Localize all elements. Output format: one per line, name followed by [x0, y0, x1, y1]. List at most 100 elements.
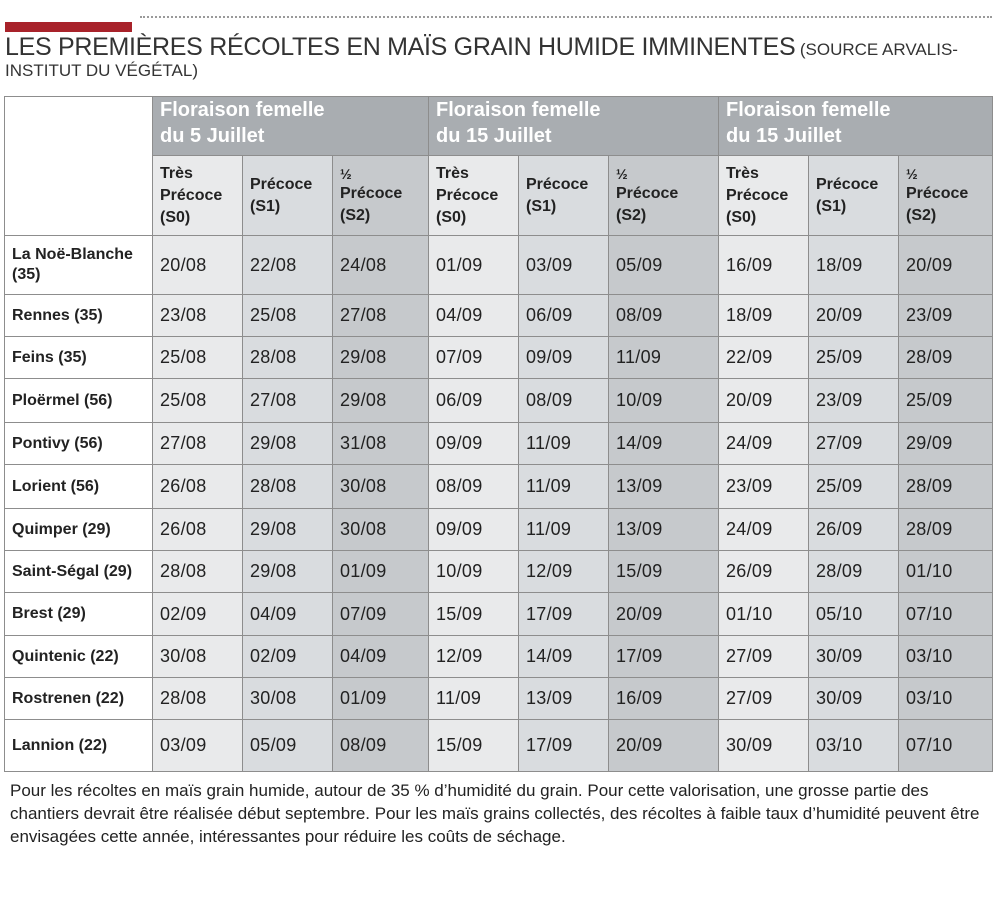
date-cell: 09/09 — [518, 336, 609, 379]
location-cell: Pontivy (56) — [4, 422, 153, 465]
date-cell: 15/09 — [608, 550, 719, 593]
table-row: Pontivy (56) 27/08 29/08 31/08 09/09 11/09 14/… — [4, 422, 993, 465]
date-cell: 11/09 — [518, 464, 609, 509]
date-cell: 11/09 — [518, 422, 609, 465]
date-cell: 23/09 — [808, 378, 899, 423]
date-cell: 06/09 — [428, 378, 519, 423]
date-cell: 03/09 — [518, 235, 609, 295]
subcolumn-label: Précoce — [906, 184, 969, 202]
date-cell: 29/08 — [242, 550, 333, 593]
table-row: Quimper (29) 26/08 29/08 30/08 09/09 11/09 13/… — [4, 508, 993, 551]
date-cell: 01/09 — [428, 235, 519, 295]
location-cell: Ploërmel (56) — [4, 378, 153, 423]
date-cell: 20/09 — [808, 294, 899, 337]
date-cell: 25/08 — [242, 294, 333, 337]
date-cell: 15/09 — [428, 719, 519, 772]
date-cell: 25/08 — [152, 378, 243, 423]
date-cell: 15/09 — [428, 592, 519, 636]
date-cell: 28/08 — [152, 550, 243, 593]
date-cell: 13/09 — [608, 464, 719, 509]
date-cell: 01/10 — [718, 592, 809, 636]
date-cell: 29/08 — [332, 378, 429, 423]
subcolumn-header: ½ Précoce (S2) — [332, 155, 429, 236]
date-cell: 08/09 — [428, 464, 519, 509]
date-cell: 28/08 — [242, 464, 333, 509]
date-cell: 01/09 — [332, 677, 429, 720]
date-cell: 07/09 — [332, 592, 429, 636]
date-cell: 13/09 — [608, 508, 719, 551]
group-header: Floraison femelle du 15 Juillet — [718, 96, 993, 156]
date-cell: 25/08 — [152, 336, 243, 379]
location-cell: Lorient (56) — [4, 464, 153, 509]
date-cell: 08/09 — [518, 378, 609, 423]
date-cell: 04/09 — [332, 635, 429, 678]
subcolumn-label: Très — [160, 164, 193, 182]
location-cell: Lannion (22) — [4, 719, 153, 772]
subcolumn-label: Précoce — [616, 184, 679, 202]
subcolumn-label: Précoce — [816, 175, 879, 193]
date-cell: 20/08 — [152, 235, 243, 295]
date-cell: 11/09 — [608, 336, 719, 379]
location-cell: La Noë-Blanche (35) — [4, 235, 153, 295]
date-cell: 27/09 — [808, 422, 899, 465]
date-cell: 01/10 — [898, 550, 993, 593]
subcolumn-label: (S2) — [616, 206, 647, 224]
title-main: LES PREMIÈRES RÉCOLTES EN MAÏS GRAIN HUM… — [5, 33, 796, 61]
group-header: Floraison femelle du 15 Juillet — [428, 96, 719, 156]
date-cell: 07/09 — [428, 336, 519, 379]
date-cell: 02/09 — [152, 592, 243, 636]
date-cell: 29/09 — [898, 422, 993, 465]
subcolumn-label: (S0) — [160, 208, 191, 226]
harvest-table: Floraison femelle du 5 Juillet Floraison … — [4, 96, 993, 772]
date-cell: 13/09 — [518, 677, 609, 720]
table-row: Ploërmel (56) 25/08 27/08 29/08 06/09 08/09 10… — [4, 378, 993, 423]
subcolumn-label: (S2) — [906, 206, 937, 224]
date-cell: 26/09 — [718, 550, 809, 593]
subcolumn-header: Précoce (S1) — [808, 155, 899, 236]
date-cell: 20/09 — [898, 235, 993, 295]
date-cell: 05/10 — [808, 592, 899, 636]
date-cell: 28/08 — [242, 336, 333, 379]
date-cell: 29/08 — [332, 336, 429, 379]
subcolumn-label: Précoce — [160, 186, 223, 204]
subcolumn-header: Très Précoce (S0) — [718, 155, 809, 236]
date-cell: 09/09 — [428, 422, 519, 465]
date-cell: 30/09 — [718, 719, 809, 772]
date-cell: 07/10 — [898, 592, 993, 636]
date-cell: 25/09 — [808, 464, 899, 509]
date-cell: 03/10 — [808, 719, 899, 772]
date-cell: 29/08 — [242, 422, 333, 465]
date-cell: 30/08 — [332, 508, 429, 551]
date-cell: 30/08 — [152, 635, 243, 678]
subcolumn-header: ½ Précoce (S2) — [898, 155, 993, 236]
date-cell: 16/09 — [608, 677, 719, 720]
date-cell: 28/09 — [898, 464, 993, 509]
table-row: Rostrenen (22) 28/08 30/08 01/09 11/09 13/09 1… — [4, 677, 993, 720]
date-cell: 11/09 — [518, 508, 609, 551]
date-cell: 23/09 — [898, 294, 993, 337]
subcolumn-label: Très — [726, 164, 759, 182]
date-cell: 25/09 — [898, 378, 993, 423]
group-header: Floraison femelle du 5 Juillet — [152, 96, 429, 156]
date-cell: 17/09 — [518, 719, 609, 772]
date-cell: 12/09 — [428, 635, 519, 678]
date-cell: 28/08 — [152, 677, 243, 720]
subcolumn-label: (S0) — [436, 208, 467, 226]
date-cell: 08/09 — [332, 719, 429, 772]
subcolumn-header: Précoce (S1) — [518, 155, 609, 236]
table-row: Lannion (22) 03/09 05/09 08/09 15/09 17/09 20/… — [4, 719, 993, 772]
date-cell: 14/09 — [518, 635, 609, 678]
title-source: (SOURCE ARVALIS-INSTITUT DU VÉGÉTAL) — [5, 40, 958, 80]
corner-cell — [4, 96, 153, 236]
table-row: La Noë-Blanche (35) 20/08 22/08 24/08 01/09 0… — [4, 235, 993, 295]
date-cell: 16/09 — [718, 235, 809, 295]
date-cell: 26/08 — [152, 508, 243, 551]
date-cell: 11/09 — [428, 677, 519, 720]
date-cell: 23/09 — [718, 464, 809, 509]
date-cell: 22/09 — [718, 336, 809, 379]
date-cell: 30/09 — [808, 635, 899, 678]
date-cell: 27/08 — [332, 294, 429, 337]
subcolumn-label: (S1) — [526, 197, 557, 215]
date-cell: 12/09 — [518, 550, 609, 593]
subcolumn-label: (S1) — [250, 197, 281, 215]
